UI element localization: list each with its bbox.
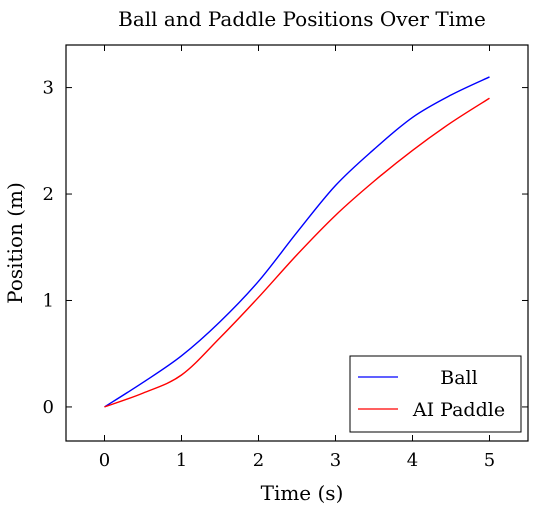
x-tick-label: 2 [253, 450, 264, 471]
x-tick-label: 4 [407, 450, 418, 471]
y-axis: 0 1 2 3 [43, 78, 528, 418]
legend-label-ball: Ball [440, 367, 477, 389]
x-tick-label: 0 [99, 450, 110, 471]
legend-box [349, 355, 522, 433]
y-tick-label: 0 [43, 397, 54, 418]
x-tick-label: 3 [330, 450, 341, 471]
x-tick-label: 1 [176, 450, 187, 471]
chart-title: Ball and Paddle Positions Over Time [118, 7, 486, 31]
y-tick-label: 3 [43, 78, 54, 99]
series-line-ball [104, 76, 490, 408]
y-tick-label: 2 [43, 184, 54, 205]
x-axis: 0 1 2 3 4 5 [99, 45, 495, 471]
series-line-ai-paddle [104, 97, 490, 408]
y-tick-label: 1 [43, 290, 54, 311]
series-lines [104, 76, 490, 408]
x-axis-label: Time (s) [261, 481, 344, 505]
plot-area-frame [65, 44, 529, 442]
y-axis-label: Position (m) [3, 182, 27, 304]
x-tick-label: 5 [484, 450, 495, 471]
legend: Ball AI Paddle [349, 355, 522, 433]
legend-label-ai-paddle: AI Paddle [412, 399, 505, 421]
